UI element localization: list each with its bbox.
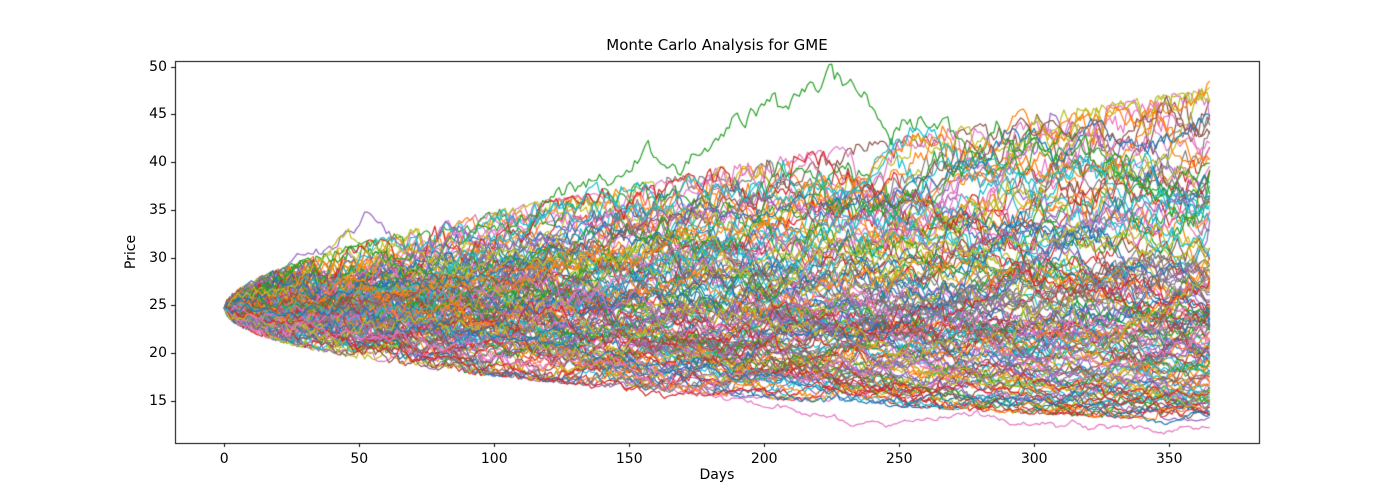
x-tick-label: 250 bbox=[885, 451, 913, 467]
x-tick-label: 50 bbox=[350, 451, 369, 467]
x-tick-label: 0 bbox=[219, 451, 229, 467]
chart-title: Monte Carlo Analysis for GME bbox=[606, 36, 828, 54]
y-tick-label: 35 bbox=[149, 201, 167, 218]
y-tick-label: 45 bbox=[149, 106, 167, 123]
x-tick-label: 200 bbox=[750, 451, 778, 467]
y-tick-label: 40 bbox=[149, 154, 167, 171]
y-tick-label: 50 bbox=[149, 58, 167, 75]
y-tick-label: 15 bbox=[149, 392, 167, 409]
x-tick-label: 300 bbox=[1020, 451, 1048, 467]
y-tick-label: 25 bbox=[149, 297, 167, 314]
x-axis-label: Days bbox=[699, 467, 735, 483]
y-axis-label: Price bbox=[123, 234, 139, 270]
x-tick-label: 100 bbox=[480, 451, 508, 467]
y-tick-label: 30 bbox=[149, 249, 167, 266]
y-tick-label: 20 bbox=[149, 345, 167, 362]
x-tick-label: 350 bbox=[1155, 451, 1183, 467]
x-tick-label: 150 bbox=[615, 451, 643, 467]
